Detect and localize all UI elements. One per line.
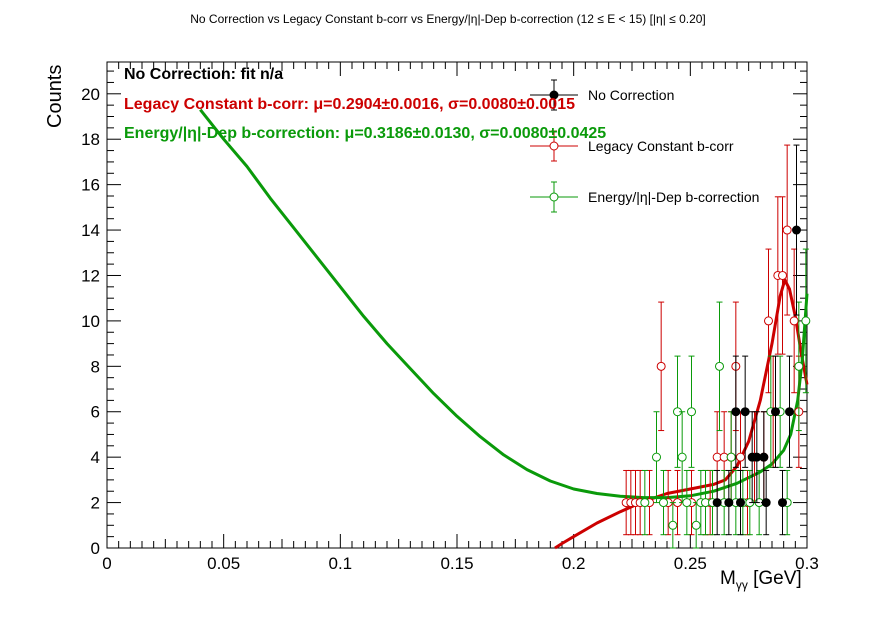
y-tick-label: 12	[81, 266, 100, 285]
point-marker	[736, 498, 745, 508]
point-marker	[677, 452, 687, 462]
legend-marker-no-correction	[530, 79, 578, 111]
legend-markers	[530, 79, 578, 213]
point-marker	[659, 498, 668, 508]
point-marker	[761, 498, 771, 508]
y-axis-label: Counts	[44, 64, 66, 128]
x-tick-label: 0.05	[207, 554, 240, 573]
y-tick-label: 8	[91, 357, 100, 376]
point-marker	[712, 498, 722, 508]
legend-marker-energy	[530, 181, 578, 213]
data-point	[640, 469, 650, 536]
point-marker	[656, 361, 666, 371]
point-marker	[724, 498, 734, 508]
data-point	[682, 469, 692, 536]
legend-label-no-correction: No Correction	[588, 87, 675, 103]
point-marker	[687, 407, 696, 417]
data-point	[652, 411, 661, 504]
y-tick-label: 4	[91, 448, 100, 467]
y-tick-label: 0	[91, 539, 100, 558]
data-point	[691, 502, 701, 549]
fit-text-legacy: Legacy Constant b-corr: μ=0.2904±0.0016,…	[124, 96, 575, 113]
y-tick-label: 14	[81, 221, 100, 240]
data-point	[659, 469, 668, 536]
point-marker	[736, 452, 745, 462]
x-axis-label: Mγγ [GeV]	[720, 568, 802, 592]
point-marker	[640, 498, 650, 508]
point-marker	[801, 316, 811, 326]
point-marker	[764, 316, 773, 326]
point-marker	[715, 361, 724, 371]
data-point	[778, 196, 787, 355]
data-point	[740, 355, 750, 468]
point-marker	[794, 361, 804, 371]
legend-dot	[549, 192, 559, 202]
legend-dot	[549, 141, 559, 151]
point-marker	[682, 498, 692, 508]
legend-dot	[549, 90, 559, 100]
data-point	[715, 301, 724, 432]
data-point	[701, 469, 710, 536]
point-marker	[652, 452, 661, 462]
x-tick-label: 0.15	[440, 554, 473, 573]
point-marker	[778, 498, 787, 508]
y-tick-label: 18	[81, 130, 100, 149]
point-marker	[792, 225, 801, 235]
data-point	[712, 469, 722, 536]
data-points	[621, 144, 811, 549]
x-axis-label-unit: [GeV]	[747, 568, 802, 589]
y-tick-label: 20	[81, 85, 100, 104]
y-tick-label: 2	[91, 494, 100, 513]
fit-curve-energy	[199, 108, 809, 500]
data-point	[785, 355, 794, 468]
data-point	[724, 469, 734, 536]
data-point	[789, 248, 799, 394]
chart-title: No Correction vs Legacy Constant b-corr …	[190, 12, 706, 26]
data-point	[656, 301, 666, 432]
data-point	[752, 411, 762, 504]
point-marker	[785, 407, 794, 417]
x-tick-label: 0	[102, 554, 111, 573]
fit-text-energy: Energy/|η|-Dep b-correction: μ=0.3186±0.…	[124, 125, 607, 142]
point-marker	[771, 407, 780, 417]
legend-marker-legacy	[530, 130, 578, 162]
data-point	[677, 411, 687, 504]
legend-label-energy: Energy/|η|-Dep b-correction	[588, 189, 760, 205]
point-marker	[731, 407, 741, 417]
data-point	[673, 355, 682, 468]
x-tick-label: 0.2	[562, 554, 586, 573]
point-marker	[691, 520, 701, 530]
point-marker	[668, 520, 678, 530]
data-point	[778, 469, 787, 536]
y-tick-label: 6	[91, 403, 100, 422]
legend-label-legacy: Legacy Constant b-corr	[588, 138, 734, 154]
data-point	[731, 355, 741, 468]
point-marker	[782, 225, 792, 235]
data-point	[668, 502, 678, 549]
data-point	[736, 469, 745, 536]
data-point	[782, 144, 792, 316]
data-point	[687, 355, 696, 468]
point-marker	[789, 316, 799, 326]
x-tick-label: 0.3	[795, 554, 819, 573]
data-point	[792, 144, 801, 316]
data-point	[801, 248, 811, 394]
data-point	[764, 248, 773, 394]
point-marker	[778, 270, 787, 280]
axes: 0 2 4 6 8 10 12 14 16 18 20 0 0.05 0.1 0.15 0.2 0.25 0.3	[81, 62, 819, 573]
fit-text-no-correction: No Correction: fit n/a	[124, 66, 284, 83]
y-tick-label: 10	[81, 312, 100, 331]
x-axis-label-main: M	[720, 568, 736, 589]
point-marker	[740, 407, 750, 417]
data-point	[761, 469, 771, 536]
x-tick-label: 0.1	[329, 554, 353, 573]
data-point	[771, 355, 780, 468]
point-marker	[759, 452, 769, 462]
x-axis-label-sub: γγ	[735, 577, 748, 592]
y-tick-label: 16	[81, 176, 100, 195]
x-tick-label: 0.25	[674, 554, 707, 573]
point-marker	[726, 452, 736, 462]
fit-curves	[199, 108, 809, 550]
